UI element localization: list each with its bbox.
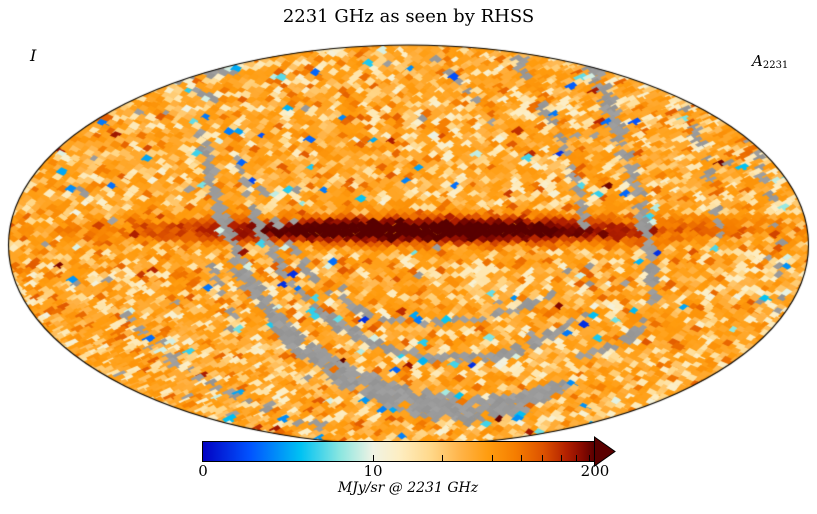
colorbar-tick xyxy=(576,455,577,461)
colorbar-units-label: MJy/sr @ 2231 GHz xyxy=(337,480,479,496)
colorbar-gradient xyxy=(202,441,595,462)
colorbar-tick-label-max: 200 xyxy=(580,462,610,480)
colorbar-tick-label-min: 0 xyxy=(198,462,208,480)
colorbar-tick xyxy=(588,455,590,461)
colorbar-tick xyxy=(561,455,563,461)
colorbar-tick-label-mid: 10 xyxy=(363,462,383,480)
colorbar-tick xyxy=(373,455,375,461)
colorbar-tick xyxy=(542,455,544,461)
colorbar-arrow-high-end xyxy=(594,436,616,467)
colorbar-tick xyxy=(521,455,523,461)
colorbar-tick xyxy=(492,455,494,461)
colorbar-tick xyxy=(441,455,443,461)
mollweide-sky-map xyxy=(0,0,817,455)
